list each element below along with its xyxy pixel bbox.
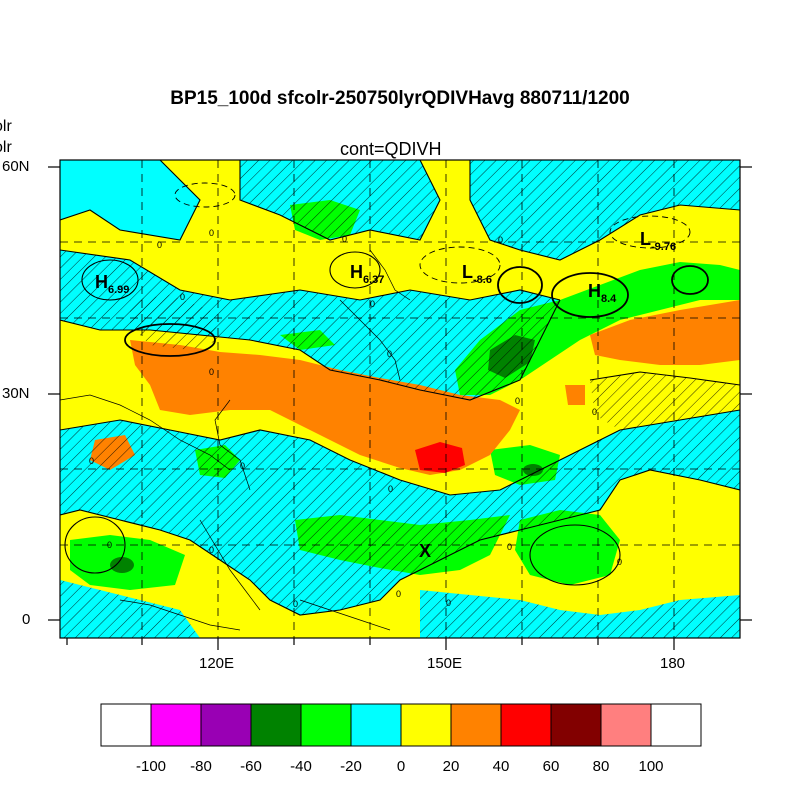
contour-labels: 0 0 0 0 0 0 0 0 0 0 0 0 0 0 0 0 0 0 0 0 — [89, 228, 622, 609]
contour-label: 0 — [498, 235, 503, 245]
contour-lines — [60, 160, 740, 616]
field-red — [415, 442, 465, 473]
contour-label: 0 — [617, 557, 622, 567]
colorbar-box — [300, 703, 352, 747]
contour-label: 0 — [370, 299, 375, 309]
x-tick-label-120e: 120E — [199, 655, 235, 672]
contour-label: 0 — [89, 456, 94, 466]
colorbar-box — [400, 703, 452, 747]
field-orange — [590, 300, 740, 365]
contour-label: 0 — [592, 407, 597, 417]
colorbar-label: -40 — [290, 758, 312, 775]
contour-label: 0 — [388, 484, 393, 494]
field-orange — [130, 340, 520, 475]
map-field — [60, 160, 740, 638]
colorbar-label: 40 — [492, 758, 510, 775]
colorbar-box — [250, 703, 302, 747]
x-tick-label-180: 180 — [660, 655, 686, 672]
hatched-region — [60, 250, 560, 400]
hatched-region — [590, 372, 740, 430]
colorbar-label: 80 — [592, 758, 610, 775]
field-green — [515, 510, 620, 585]
contour-label: 0 — [157, 240, 162, 250]
colorbar-label: -100 — [135, 758, 167, 775]
plot-subtitle: cont=QDIVH — [340, 139, 442, 159]
contour-label: 0 — [107, 540, 112, 550]
y-tick-label-0: 0 — [22, 611, 31, 628]
annotation-high-2: H6.37 — [350, 262, 384, 286]
coastlines — [60, 249, 411, 631]
pressure-annotations: H6.99 H6.37 L-8.6 H8.4 L-9.76 X — [95, 229, 676, 561]
colorbar-label: 0 — [396, 758, 406, 775]
colorbar — [100, 703, 702, 747]
colorbar-label: -20 — [340, 758, 362, 775]
colorbar-box — [200, 703, 252, 747]
annotation-x-marker: X — [419, 541, 431, 561]
contour-label: 0 — [293, 599, 298, 609]
colorbar-box — [500, 703, 552, 747]
colorbar-box — [350, 703, 402, 747]
plot-frame — [59, 159, 741, 639]
contour-label: 0 — [209, 228, 214, 238]
grid-lines — [60, 160, 740, 638]
annotation-high-3: H8.4 — [588, 281, 617, 305]
field-orange — [565, 385, 585, 405]
colorbar-box — [550, 703, 602, 747]
hatched-region — [420, 590, 740, 638]
contour-label: 0 — [180, 292, 185, 302]
contour-label: 0 — [209, 367, 214, 377]
left-clipped-label-1: olr — [0, 118, 12, 135]
contour-label: 0 — [507, 542, 512, 552]
colorbar-label: -80 — [190, 758, 212, 775]
colorbar-box — [100, 703, 152, 747]
y-tick-label-30n: 30N — [2, 385, 30, 402]
colorbar-box — [450, 703, 502, 747]
contour-label: 0 — [209, 545, 214, 555]
annotation-low-2: L-9.76 — [640, 229, 676, 253]
colorbar-label: 100 — [638, 758, 664, 775]
colorbar-label: 60 — [542, 758, 560, 775]
hatched-region — [470, 160, 740, 260]
contour-label: 0 — [396, 589, 401, 599]
field-dark-green — [110, 557, 134, 573]
contour-label: 0 — [342, 234, 347, 244]
colorbar-box — [650, 703, 702, 747]
field-cyan — [60, 160, 200, 240]
colorbar-box — [600, 703, 652, 747]
contour-label: 0 — [515, 396, 520, 406]
contour-label: 0 — [387, 349, 392, 359]
colorbar-label: -60 — [240, 758, 262, 775]
hatched-region — [60, 580, 200, 638]
colorbar-label: 20 — [442, 758, 460, 775]
colorbar-box — [150, 703, 202, 747]
annotation-high-1: H6.99 — [95, 272, 129, 296]
contour-lines-negative — [174, 182, 691, 284]
x-tick-label-150e: 150E — [427, 655, 463, 672]
tick-marks — [48, 166, 752, 650]
contour-label: 0 — [240, 461, 245, 471]
contour-label: 0 — [446, 598, 451, 608]
annotation-low-1: L-8.6 — [462, 262, 492, 286]
hatched-region — [130, 295, 220, 350]
plot-title: BP15_100d sfcolr-250750lyrQDIVHavg 88071… — [170, 88, 630, 109]
hatched-region — [60, 410, 740, 615]
left-clipped-label-2: olr — [0, 139, 12, 156]
y-tick-label-60n: 60N — [2, 158, 30, 175]
